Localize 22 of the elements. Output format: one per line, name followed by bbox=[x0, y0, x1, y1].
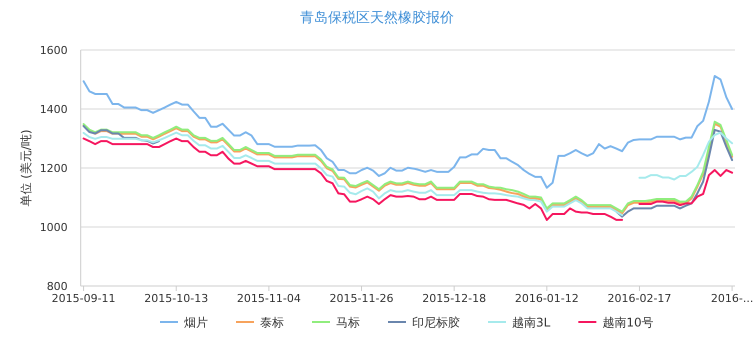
y-tick-label: 800 bbox=[46, 280, 68, 293]
legend-label: 烟片 bbox=[184, 316, 208, 330]
x-tick-label: 2016-02-17 bbox=[607, 292, 672, 305]
y-tick-label: 1200 bbox=[40, 162, 68, 175]
y-axis-title: 单位 (美元/吨) bbox=[19, 129, 33, 207]
legend-label: 马标 bbox=[336, 316, 360, 330]
x-tick-label: 2016-01-12 bbox=[514, 292, 579, 305]
x-tick-label: 2016-... bbox=[710, 292, 754, 305]
y-tick-label: 1400 bbox=[40, 103, 68, 116]
x-tick-label: 2015-10-13 bbox=[144, 292, 208, 305]
line-series bbox=[82, 74, 734, 189]
y-tick-label: 1600 bbox=[40, 44, 68, 57]
x-tick-label: 2015-09-11 bbox=[52, 292, 116, 305]
legend-label: 越南3L bbox=[512, 316, 551, 330]
chart-title: 青岛保税区天然橡胶报价 bbox=[300, 10, 454, 26]
legend-label: 印尼标胶 bbox=[412, 316, 460, 330]
x-tick-label: 2015-11-04 bbox=[236, 292, 301, 305]
x-tick-label: 2015-11-26 bbox=[330, 292, 394, 305]
x-tick-label: 2015-12-18 bbox=[422, 292, 486, 305]
legend-label: 泰标 bbox=[260, 316, 284, 330]
y-tick-label: 1000 bbox=[40, 221, 68, 234]
legend-label: 越南10号 bbox=[602, 316, 654, 330]
